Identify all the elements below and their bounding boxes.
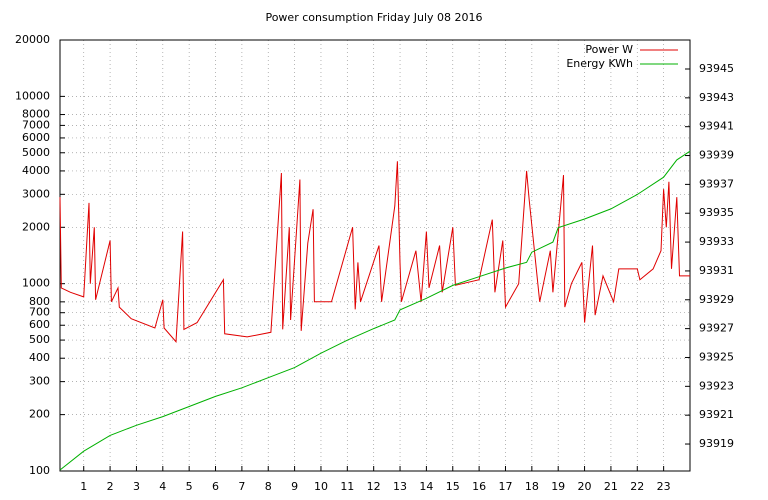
y2-tick-label: 93919 [699, 437, 734, 450]
y2-tick-label: 93931 [699, 264, 734, 277]
y-tick-label: 100 [29, 464, 50, 477]
y-tick-label: 200 [29, 408, 50, 421]
y2-tick-label: 93933 [699, 235, 734, 248]
x-tick-label: 1 [80, 480, 87, 493]
y-tick-label: 300 [29, 375, 50, 388]
y-tick-label: 600 [29, 318, 50, 331]
x-tick-label: 3 [133, 480, 140, 493]
y-tick-label: 2000 [22, 220, 50, 233]
y-tick-label: 7000 [22, 118, 50, 131]
y-tick-label: 400 [29, 351, 50, 364]
x-tick-label: 6 [212, 480, 219, 493]
y-tick-label: 500 [29, 333, 50, 346]
x-tick-label: 7 [238, 480, 245, 493]
x-tick-label: 22 [630, 480, 644, 493]
series-line [59, 150, 691, 471]
x-tick-label: 13 [393, 480, 407, 493]
y2-tick-label: 93945 [699, 62, 734, 75]
y-tick-label: 6000 [22, 131, 50, 144]
plot-frame [59, 39, 691, 472]
x-tick-label: 16 [472, 480, 486, 493]
y-tick-label: 20000 [15, 33, 50, 46]
y-tick-label: 700 [29, 306, 50, 319]
series-line [59, 161, 690, 343]
x-tick-label: 15 [446, 480, 460, 493]
x-tick-label: 8 [265, 480, 272, 493]
x-tick-label: 9 [291, 480, 298, 493]
x-tick-label: 11 [340, 480, 354, 493]
y2-tick-label: 93941 [699, 120, 734, 133]
y2-tick-label: 93935 [699, 206, 734, 219]
x-tick-label: 14 [419, 480, 433, 493]
y-tick-label: 4000 [22, 164, 50, 177]
x-tick-label: 4 [159, 480, 166, 493]
y2-tick-label: 93925 [699, 350, 734, 363]
x-tick-label: 12 [367, 480, 381, 493]
x-tick-label: 18 [525, 480, 539, 493]
legend-label: Power W [585, 43, 633, 56]
x-tick-label: 19 [551, 480, 565, 493]
chart-title: Power consumption Friday July 08 2016 [265, 11, 482, 24]
y-tick-label: 10000 [15, 89, 50, 102]
y2-tick-label: 93937 [699, 177, 734, 190]
x-tick-label: 20 [578, 480, 592, 493]
y2-tick-label: 93943 [699, 91, 734, 104]
y2-tick-label: 93923 [699, 379, 734, 392]
y-tick-label: 5000 [22, 146, 50, 159]
x-tick-label: 10 [314, 480, 328, 493]
y2-tick-label: 93921 [699, 408, 734, 421]
x-tick-label: 2 [107, 480, 114, 493]
x-tick-label: 23 [657, 480, 671, 493]
y2-tick-label: 93939 [699, 149, 734, 162]
y-tick-label: 3000 [22, 187, 50, 200]
y2-tick-label: 93929 [699, 293, 734, 306]
x-tick-label: 5 [186, 480, 193, 493]
x-tick-label: 17 [498, 480, 512, 493]
y-tick-label: 1000 [22, 277, 50, 290]
y-tick-label: 8000 [22, 108, 50, 121]
x-tick-label: 21 [604, 480, 618, 493]
y2-tick-label: 93927 [699, 322, 734, 335]
legend-label: Energy KWh [566, 57, 633, 70]
y-tick-label: 800 [29, 295, 50, 308]
